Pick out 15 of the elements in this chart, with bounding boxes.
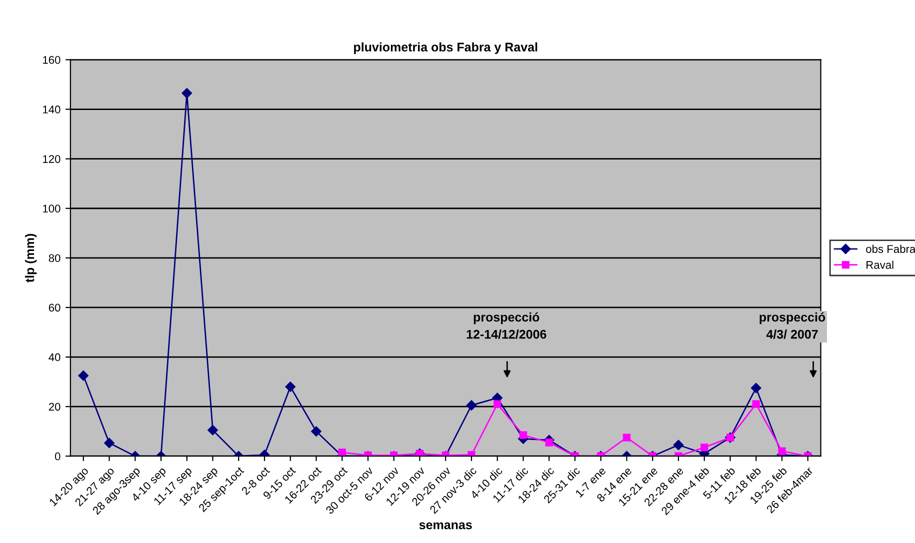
y-tick-label: 40 bbox=[48, 353, 60, 362]
y-tick-label: 60 bbox=[48, 304, 60, 312]
annotation: prospecció 12-14/12/2006 bbox=[466, 312, 546, 339]
y-tick-label: 0 bbox=[54, 452, 60, 460]
y-tick-label: 100 bbox=[43, 204, 60, 213]
legend-label: Raval bbox=[866, 260, 894, 269]
y-tick-label: 140 bbox=[43, 106, 60, 114]
x-axis-title: semanas bbox=[419, 522, 472, 530]
y-tick-label: 160 bbox=[43, 56, 60, 64]
annotation: prospecció 4/3/ 2007 bbox=[760, 312, 826, 339]
y-tick-label: 120 bbox=[43, 155, 60, 163]
y-axis-title: tlp (mm) bbox=[24, 234, 37, 282]
chart-title: pluviometria obs Fabra y Raval bbox=[354, 42, 538, 54]
y-tick-label: 80 bbox=[48, 254, 60, 262]
y-tick-label: 20 bbox=[48, 402, 60, 411]
